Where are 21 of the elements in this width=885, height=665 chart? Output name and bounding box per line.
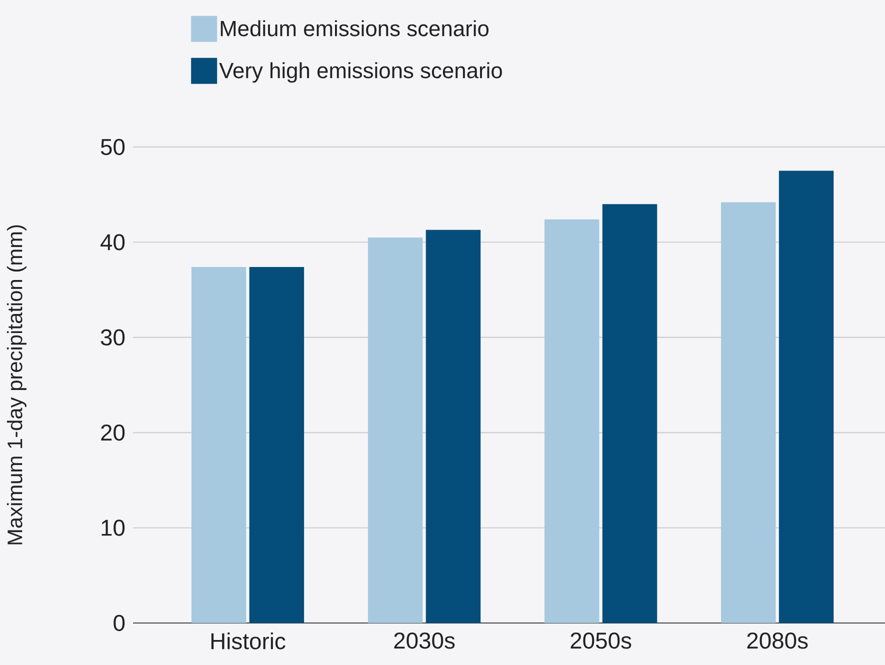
bar <box>778 170 834 623</box>
y-tick-label: 10 <box>102 520 125 536</box>
bar <box>191 266 246 623</box>
bar <box>602 204 658 623</box>
y-tick-label: 50 <box>100 138 125 156</box>
x-tick-label: Historic <box>211 632 286 650</box>
legend-label: Medium emissions scenario <box>220 20 489 36</box>
y-tick-label: 20 <box>101 424 125 441</box>
y-tick-label: 40 <box>100 234 125 250</box>
bar <box>721 202 776 623</box>
x-tick-label: 2050s <box>570 632 632 649</box>
bar <box>426 230 481 623</box>
y-tick-label: 30 <box>100 329 125 346</box>
legend-label: Very high emissions scenario <box>219 62 502 83</box>
x-tick-label: 2080s <box>747 632 808 649</box>
bar <box>368 237 423 623</box>
x-tick-label: 2030s <box>394 632 455 649</box>
bar <box>544 219 600 623</box>
y-axis-title: Maximum 1-day precipitation (mm) <box>6 225 26 544</box>
bar <box>249 266 304 623</box>
y-tick-label: 0 <box>114 614 125 632</box>
